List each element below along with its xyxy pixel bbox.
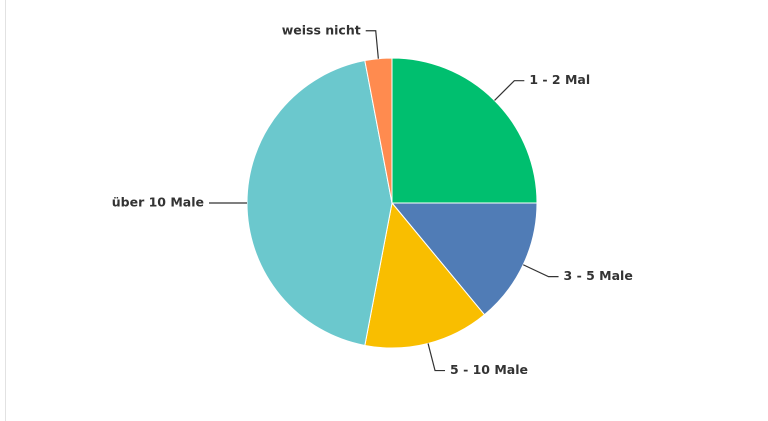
leader-line xyxy=(365,30,379,59)
pie-slice xyxy=(246,59,393,347)
leader-line xyxy=(522,264,559,278)
slice-label: 5 - 10 Male xyxy=(450,362,528,377)
leader-line xyxy=(427,343,446,372)
slice-label: über 10 Male xyxy=(112,195,204,210)
pie-slice xyxy=(364,57,393,204)
slice-label: weiss nicht xyxy=(282,22,361,37)
pie-slice xyxy=(364,201,486,349)
pie-slice xyxy=(390,202,538,316)
slice-label: 3 - 5 Male xyxy=(564,268,633,283)
leader-line xyxy=(494,80,525,101)
pie-slice xyxy=(391,57,538,204)
slice-label: 1 - 2 Mal xyxy=(529,72,590,87)
